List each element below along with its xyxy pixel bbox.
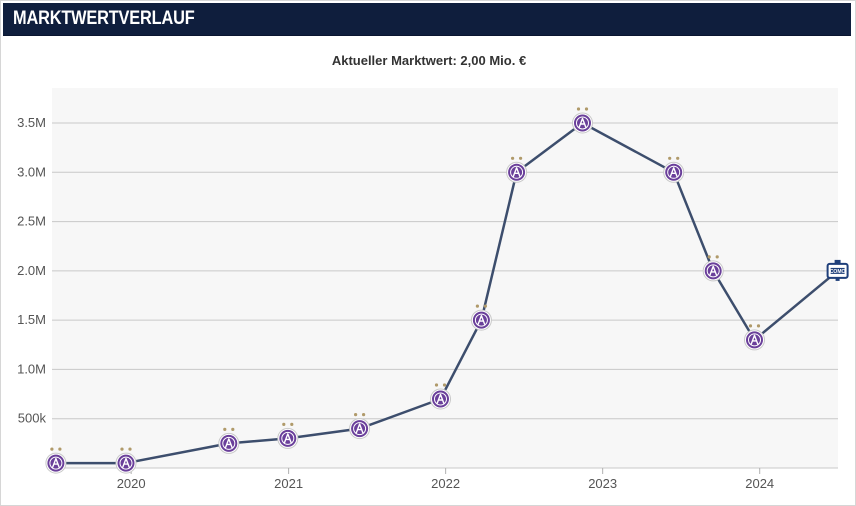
data-point[interactable]: COMO [826,259,849,281]
austria-wien-crest-icon [349,413,371,440]
x-tick-label: 2023 [588,476,617,491]
data-point[interactable] [470,304,492,331]
data-point[interactable] [277,422,299,449]
y-tick-label: 1.0M [17,361,46,376]
austria-wien-crest-icon [218,427,240,454]
y-tick-label: 2.0M [17,263,46,278]
x-tick-label: 2024 [745,476,774,491]
x-tick-label: 2020 [117,476,146,491]
grid-lines [52,122,838,420]
austria-wien-crest-icon [277,422,299,449]
data-point[interactable] [506,156,528,183]
y-tick-label: 3.0M [17,164,46,179]
data-point[interactable] [572,107,593,134]
data-point[interactable] [663,156,685,183]
y-tick-label: 500k [18,411,47,426]
club-markers[interactable]: COMO [45,107,849,474]
y-axis-ticks: 500k 1.0M 1.5M 2.0M 2.5M 3.0M 3.5M [17,115,46,426]
austria-wien-crest-icon [45,447,67,474]
x-tick-label: 2022 [431,476,460,491]
y-tick-label: 2.5M [17,214,46,229]
como-crest-icon: COMO [826,259,849,281]
data-point[interactable] [702,255,724,282]
data-point[interactable] [430,383,451,410]
data-point[interactable] [744,324,765,351]
data-point[interactable] [218,427,240,454]
austria-wien-crest-icon [506,156,528,183]
y-tick-label: 1.5M [17,312,46,327]
data-point[interactable] [115,447,137,474]
austria-wien-crest-icon [430,383,451,410]
austria-wien-crest-icon [744,324,765,351]
x-axis: 2020 2021 2022 2023 2024 [52,467,838,491]
chart-title: Aktueller Marktwert: 2,00 Mio. € [331,53,527,68]
data-point[interactable] [349,413,371,440]
svg-text:COMO: COMO [830,269,846,275]
austria-wien-crest-icon [470,304,492,331]
y-tick-label: 3.5M [17,115,46,130]
data-point[interactable] [45,447,67,474]
austria-wien-crest-icon [702,255,724,282]
panel-title: MARKTWERTVERLAUF [13,8,195,29]
x-tick-label: 2021 [274,476,303,491]
panel-header: MARKTWERTVERLAUF [3,3,851,36]
austria-wien-crest-icon [115,447,137,474]
austria-wien-crest-icon [572,107,593,134]
austria-wien-crest-icon [663,156,685,183]
